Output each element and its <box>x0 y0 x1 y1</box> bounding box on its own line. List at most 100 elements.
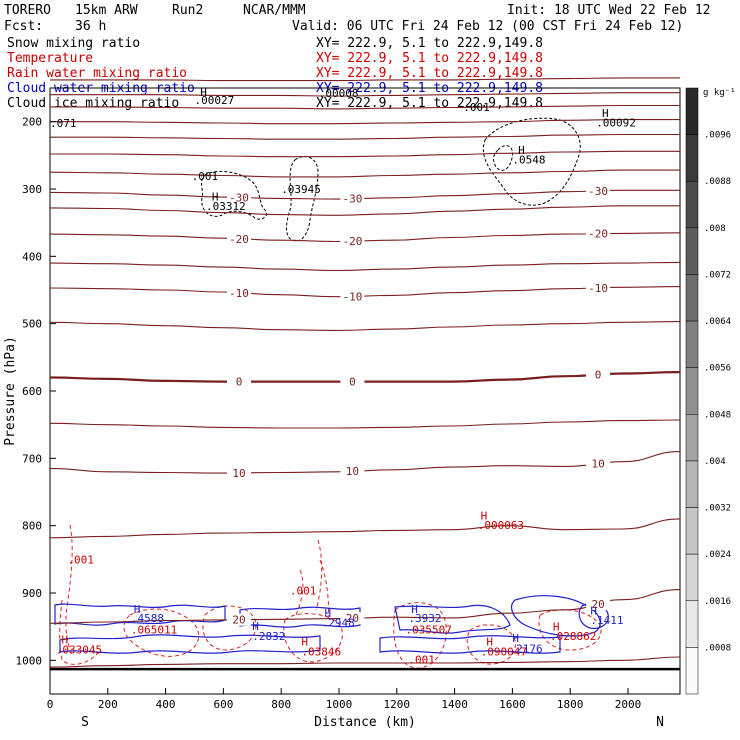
contour-label-bg <box>586 184 611 197</box>
y-tick-label: 800 <box>22 520 42 533</box>
cloud-water-contour <box>239 606 361 628</box>
colorbar-segment <box>685 460 699 508</box>
colorbar-segment <box>685 414 699 462</box>
contour-label-bg <box>586 457 611 470</box>
temperature-contour <box>50 133 680 140</box>
contour-label-bg <box>227 466 251 479</box>
colorbar-segment <box>685 507 699 555</box>
contour-label: 20 <box>232 614 245 627</box>
colorbar-label: .0056 <box>704 364 731 374</box>
maximum-value-label: .1411 <box>590 614 623 627</box>
contour-label-bg <box>586 227 611 240</box>
field-legend: Snow mixing ratio XY= 222.9, 5.1 to 222.9… <box>7 36 543 111</box>
contour-label-bg <box>227 191 251 204</box>
maximum-value-label: .00027 <box>194 94 234 107</box>
contour-label: -10 <box>588 282 608 295</box>
maximum-value-label: .071 <box>50 117 77 130</box>
colorbar-segment <box>685 134 699 182</box>
maximum-value-label: .2832 <box>252 630 285 643</box>
rain-water-contours <box>59 524 602 669</box>
temperature-contour <box>50 77 680 82</box>
legend-field-name: Cloud ice mixing ratio <box>7 96 179 111</box>
contour-label: -20 <box>588 228 608 241</box>
temperature-contour <box>49 189 680 200</box>
legend-field-xy: XY= 222.9, 5.1 to 222.9,149.8 <box>316 36 543 51</box>
contour-label-bg <box>340 290 365 303</box>
x-tick-label: 2000 <box>615 698 642 711</box>
colorbar-label: .0016 <box>704 597 731 607</box>
x-tick-label: 400 <box>156 698 176 711</box>
maximum-value-label: .0548 <box>512 153 545 166</box>
contour-label: -30 <box>229 191 249 204</box>
rain-water-contour <box>59 599 101 665</box>
contour-label: 10 <box>346 465 359 478</box>
y-tick-label: 300 <box>22 183 42 196</box>
colorbar-segment <box>685 227 699 275</box>
maximum-h-marker: H <box>134 603 141 616</box>
contour-label: -10 <box>229 287 249 300</box>
maximum-value-label: .000063 <box>478 519 524 532</box>
cloud-water-contours <box>54 595 609 654</box>
colorbar-label: .008 <box>704 224 726 234</box>
maximum-value-label: .001 <box>290 584 317 597</box>
contour-label-bg <box>227 613 251 626</box>
maximum-value-label: .090047 <box>481 646 527 659</box>
legend-field-name: Rain water mixing ratio <box>7 66 187 81</box>
model-resolution: 15km ARW <box>75 3 138 18</box>
run-name: Run2 <box>172 3 203 18</box>
y-tick-label: 1000 <box>16 654 43 667</box>
temperature-contour <box>49 451 681 474</box>
contour-label-bg <box>227 375 251 388</box>
rain-water-contour <box>123 608 200 657</box>
maximum-value-label: .033045 <box>56 644 102 657</box>
maximum-h-marker: H <box>512 632 519 645</box>
x-tick-label: 0 <box>47 698 54 711</box>
cloud-ice-contour <box>286 156 319 242</box>
colorbar-label: .004 <box>704 457 726 467</box>
temperature-contour <box>50 119 680 125</box>
maximum-h-marker: H <box>602 107 609 120</box>
x-axis-north-label: N <box>656 715 664 730</box>
valid-time: Valid: 06 UTC Fri 24 Feb 12 (00 CST Fri … <box>292 19 683 34</box>
maximum-h-marker: H <box>325 607 332 620</box>
temperature-contour <box>49 205 680 216</box>
maximum-value-label: .001 <box>463 101 490 114</box>
cloud-water-contour <box>379 635 561 654</box>
maximum-h-marker: H <box>62 634 69 647</box>
temperature-contour <box>49 321 681 331</box>
contour-label-bg <box>586 281 611 294</box>
temperature-contour <box>49 589 681 624</box>
maximum-value-label: .3932 <box>408 612 441 625</box>
contour-label: 0 <box>595 369 602 382</box>
temperature-contour <box>49 286 681 298</box>
x-tick-label: 1000 <box>326 698 353 711</box>
colorbar-label: .0032 <box>704 504 731 514</box>
colorbar-label: .0072 <box>704 270 731 280</box>
contour-label-bg <box>340 465 365 478</box>
maximum-value-label: .2176 <box>509 642 542 655</box>
maxima-markers: H H H H H H H H H H H H H H H .071 .00027 .00008 .001 .0009… <box>50 86 636 667</box>
temperature-contour <box>49 518 681 539</box>
maximum-h-marker: H <box>553 621 560 634</box>
temperature-contour <box>49 150 680 158</box>
maximum-value-label: .4588 <box>131 612 164 625</box>
colorbar-segment <box>685 274 699 322</box>
temperature-contour <box>49 169 680 178</box>
cloud-ice-contour <box>493 145 514 171</box>
temperature-contour <box>49 656 681 668</box>
x-axis-label: Distance (km) <box>314 715 416 730</box>
contour-label-bg <box>586 598 611 611</box>
maximum-value-label: .00092 <box>596 116 636 129</box>
plot-frame <box>49 87 681 695</box>
x-tick-label: 1400 <box>441 698 468 711</box>
maximum-value-label: .00008 <box>319 87 359 100</box>
rain-water-contour <box>283 613 343 663</box>
maximum-value-label: .001 <box>192 170 219 183</box>
maximum-h-marker: H <box>301 636 308 649</box>
institution: NCAR/MMM <box>243 3 306 18</box>
contour-label: -30 <box>342 193 362 206</box>
y-axis-label: Pressure (hPa) <box>3 336 18 446</box>
colorbar-segment <box>685 647 699 695</box>
contour-label-bg <box>227 232 251 245</box>
